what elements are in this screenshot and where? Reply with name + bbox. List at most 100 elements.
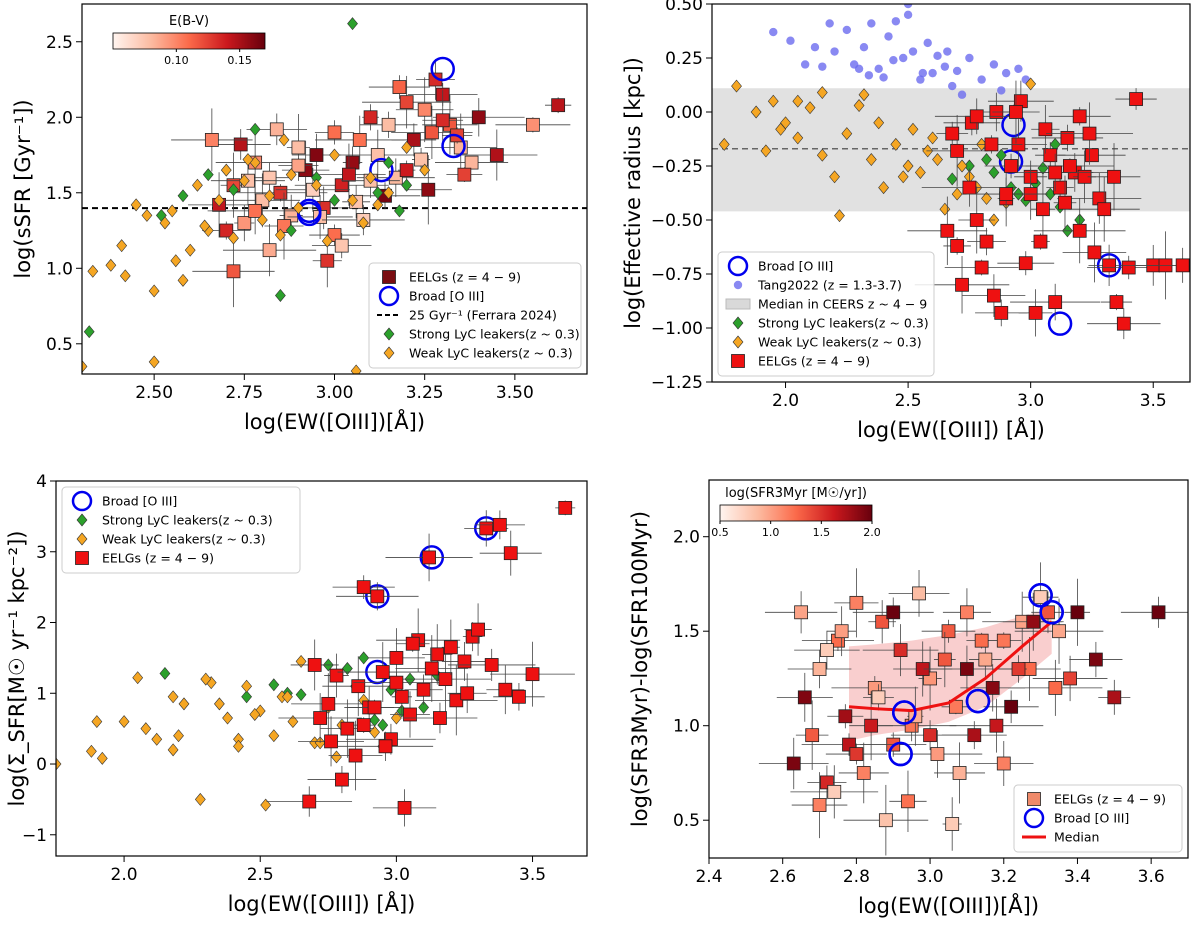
data-point: [775, 122, 787, 136]
legend-label: Broad [O III]: [758, 259, 833, 274]
data-point: [140, 722, 152, 736]
data-point: [116, 239, 128, 253]
legend-item: Weak LyC leakers(z ~ 0.3): [732, 335, 922, 350]
broad-oiii-marker: [1028, 583, 1053, 608]
data-point: [471, 110, 486, 125]
legend-item: Tang2022 (z = 1.3-3.7): [733, 278, 902, 293]
data-point: [307, 658, 322, 672]
data-point: [291, 158, 306, 173]
legend-swatch: [1027, 792, 1041, 806]
data-point: [834, 209, 845, 223]
data-point: [957, 90, 967, 99]
data-point: [285, 224, 297, 237]
legend-swatch: [725, 298, 751, 310]
colorbar-tick-label: 2.0: [863, 526, 881, 539]
data-point: [275, 228, 286, 242]
data-point: [867, 19, 876, 28]
data-point: [424, 661, 439, 676]
data-point: [151, 732, 163, 746]
x-tick-label: 2.0: [772, 391, 799, 411]
colorbar-tick-label: 1.5: [813, 526, 831, 539]
data-point: [1052, 624, 1066, 639]
broad-oiii-marker: [1039, 600, 1064, 625]
data-point: [854, 64, 864, 74]
data-point: [401, 141, 413, 154]
data-point: [923, 728, 937, 743]
data-point: [1041, 605, 1055, 620]
data-point: [433, 711, 447, 725]
data-point: [241, 679, 253, 693]
data-point: [351, 679, 366, 694]
data-point: [981, 191, 992, 205]
data-point: [302, 794, 317, 809]
data-point: [989, 60, 999, 69]
data-point: [1097, 202, 1112, 217]
data-point: [893, 643, 908, 657]
data-point: [460, 686, 475, 701]
legend-swatch: [71, 490, 93, 512]
data-point: [1175, 258, 1190, 273]
data-point: [222, 711, 233, 725]
legend-box: [61, 486, 301, 574]
y-tick-label: 2.5: [46, 33, 73, 53]
data-point: [1070, 605, 1085, 620]
data-point: [403, 707, 417, 722]
data-point: [248, 203, 263, 218]
data-point: [268, 729, 280, 743]
data-point: [443, 640, 458, 655]
data-point: [816, 86, 828, 100]
data-point: [341, 662, 353, 675]
data-point: [989, 718, 1004, 733]
data-point: [952, 66, 962, 76]
legend-swatch: [731, 354, 745, 368]
x-tick-label: 3.00: [316, 383, 354, 403]
data-point: [334, 178, 349, 193]
legend: EELGs (z = 4 − 9) Broad [O III] Median: [1013, 784, 1183, 853]
data-point: [908, 47, 918, 56]
data-point: [875, 614, 890, 629]
data-point: [986, 288, 1001, 303]
series-square: [907, 80, 1190, 340]
data-point: [262, 170, 277, 185]
data-point: [923, 38, 932, 48]
broad-oiii-marker: [892, 700, 917, 725]
data-point: [1085, 148, 1099, 163]
series-square: [758, 562, 1188, 856]
data-point: [1062, 159, 1077, 173]
data-point: [148, 284, 160, 298]
data-point: [199, 219, 211, 233]
data-point: [329, 668, 344, 683]
plot-area-d: [758, 562, 1188, 856]
data-point: [902, 159, 914, 173]
legend-label: Weak LyC leakers(z ~ 0.3): [409, 346, 573, 361]
legend-label: Weak LyC leakers(z ~ 0.3): [758, 335, 922, 350]
data-point: [159, 666, 171, 680]
legend-swatch: [75, 551, 89, 565]
x-tick-label: 2.0: [111, 865, 138, 885]
y-axis-label: log(Effective radius [kpc]): [621, 57, 645, 329]
colorbar: E(B-V) 0.10 0.15: [112, 14, 266, 67]
median-line: [848, 620, 1053, 713]
y-tick-label: 0.5: [46, 335, 73, 355]
data-point: [943, 47, 952, 56]
data-point: [551, 98, 566, 113]
data-point: [177, 189, 189, 203]
data-point: [369, 157, 394, 183]
data-point: [916, 75, 925, 84]
legend: Broad [O III] Tang2022 (z = 1.3-3.7) Media…: [717, 251, 935, 377]
legend-swatch: [1023, 807, 1045, 829]
axes-frame: [708, 479, 1189, 859]
data-point: [178, 697, 190, 711]
legend-item: Median: [1022, 830, 1099, 845]
data-point: [842, 25, 852, 35]
data-point: [1038, 122, 1053, 137]
colorbar-gradient: [719, 504, 873, 522]
panel-c: 2.0 2.5 3.0 3.5 −1 0 1 2 3 4 log(EW([OIII]) [Å]) lo…: [5, 472, 588, 916]
data-point: [184, 243, 196, 257]
data-point: [372, 198, 384, 212]
data-point: [1060, 131, 1075, 145]
data-point: [890, 137, 902, 151]
data-point: [498, 682, 513, 697]
data-point: [479, 521, 494, 536]
data-point: [1014, 64, 1023, 74]
